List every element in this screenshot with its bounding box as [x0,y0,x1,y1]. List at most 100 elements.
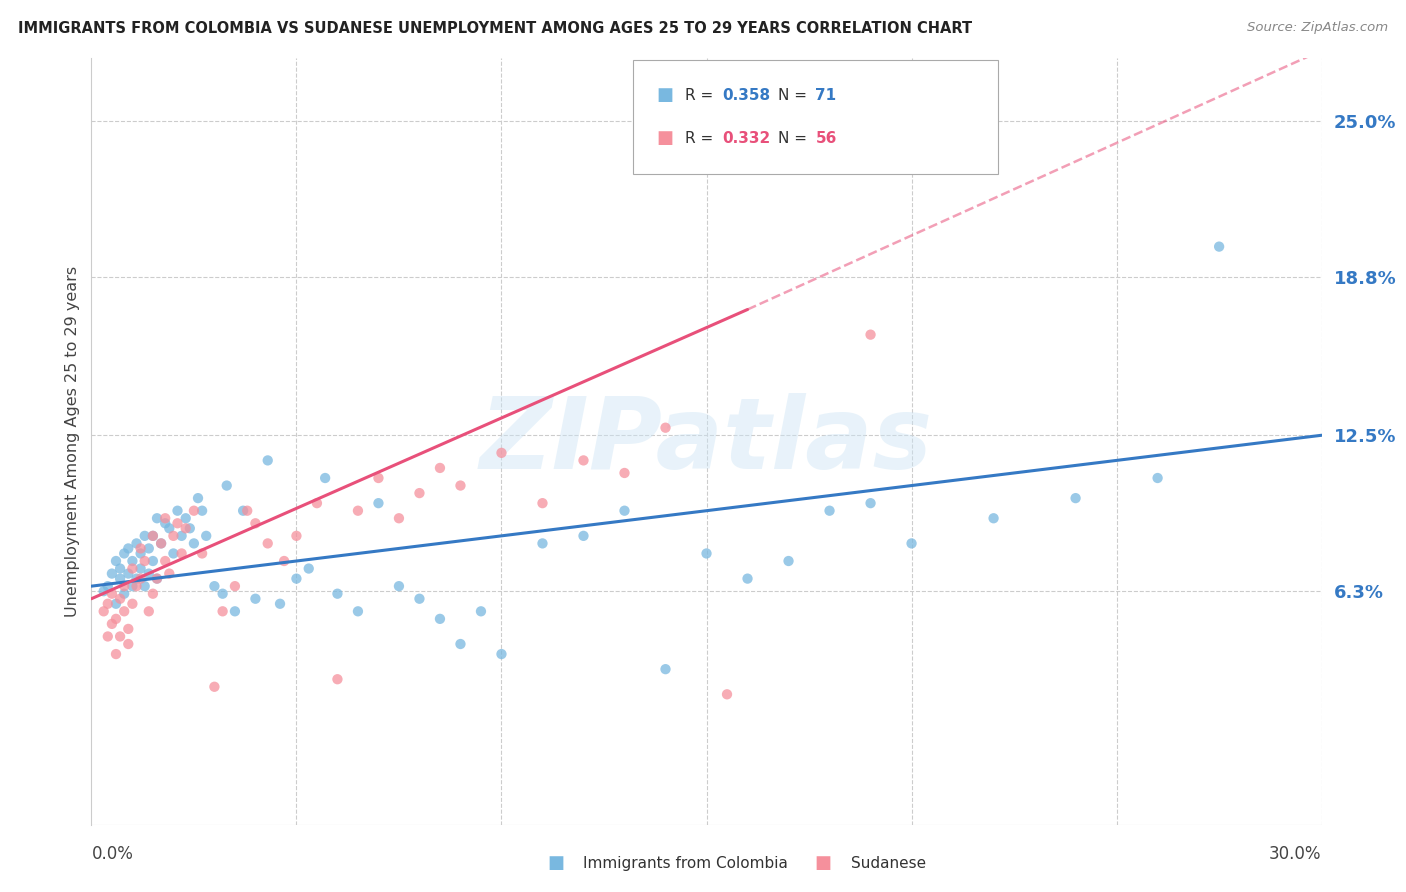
Point [491,446,513,460]
Point [695,546,717,560]
Point [305,496,328,510]
Text: ■: ■ [657,129,673,147]
Point [224,579,246,593]
Text: ZIPatlas: ZIPatlas [479,393,934,490]
Point [654,662,676,676]
Point [256,453,278,467]
Point [191,504,214,518]
Point [232,504,254,518]
Point [572,529,595,543]
Point [121,561,143,575]
Point [138,604,160,618]
Point [142,529,165,543]
Point [388,511,411,525]
Point [174,521,197,535]
Point [900,536,922,550]
Text: ■: ■ [814,855,831,872]
Point [93,584,115,599]
Point [129,541,152,556]
Text: IMMIGRANTS FROM COLOMBIA VS SUDANESE UNEMPLOYMENT AMONG AGES 25 TO 29 YEARS CORR: IMMIGRANTS FROM COLOMBIA VS SUDANESE UNE… [18,21,973,36]
Point [347,504,370,518]
Text: R =: R = [685,88,718,103]
Text: R =: R = [685,131,718,145]
Point [117,622,139,636]
Point [162,529,184,543]
Point [183,536,205,550]
Point [179,521,201,535]
Point [269,597,291,611]
Point [146,572,169,586]
Point [138,541,160,556]
Point [170,529,193,543]
Text: 0.0%: 0.0% [91,846,134,863]
Point [121,579,143,593]
Point [157,566,180,581]
Point [150,536,173,550]
Point [121,597,143,611]
Point [236,504,259,518]
Point [572,453,595,467]
Point [153,511,177,525]
Point [108,561,131,575]
Point [138,566,160,581]
Point [273,554,295,568]
Point [859,327,882,342]
Text: 30.0%: 30.0% [1270,846,1322,863]
Point [166,504,188,518]
Point [183,504,205,518]
Point [449,637,471,651]
Point [125,579,148,593]
Point [1064,491,1087,505]
Point [170,546,193,560]
Point [129,561,152,575]
Point [408,591,430,606]
Point [211,587,233,601]
Point [146,572,169,586]
Point [105,597,127,611]
Text: 56: 56 [815,131,837,145]
Point [174,511,197,525]
Point [245,516,267,531]
Point [187,491,209,505]
Point [716,687,738,701]
Point [125,572,148,586]
Point [146,511,169,525]
Point [613,466,636,480]
Point [326,672,349,686]
Point [121,554,143,568]
Point [105,647,127,661]
Point [367,471,389,485]
Point [117,541,139,556]
Point [195,529,218,543]
Point [142,554,165,568]
Point [142,529,165,543]
Point [157,521,180,535]
Text: ■: ■ [547,855,564,872]
Point [314,471,336,485]
Point [778,554,800,568]
Point [245,591,267,606]
Point [388,579,411,593]
Y-axis label: Unemployment Among Ages 25 to 29 years: Unemployment Among Ages 25 to 29 years [65,266,80,617]
Point [449,478,471,492]
Point [470,604,492,618]
Point [285,529,308,543]
Point [408,486,430,500]
Point [101,587,124,601]
Point [97,579,120,593]
Point [298,561,321,575]
Point [112,579,135,593]
Point [531,496,554,510]
Point [134,579,156,593]
Point [256,536,278,550]
Point [491,647,513,661]
Point [202,579,225,593]
Point [134,554,156,568]
Text: 0.358: 0.358 [723,88,770,103]
Point [150,536,173,550]
Point [134,529,156,543]
Point [108,630,131,644]
Point [202,680,225,694]
Point [125,536,148,550]
Point [211,604,233,618]
